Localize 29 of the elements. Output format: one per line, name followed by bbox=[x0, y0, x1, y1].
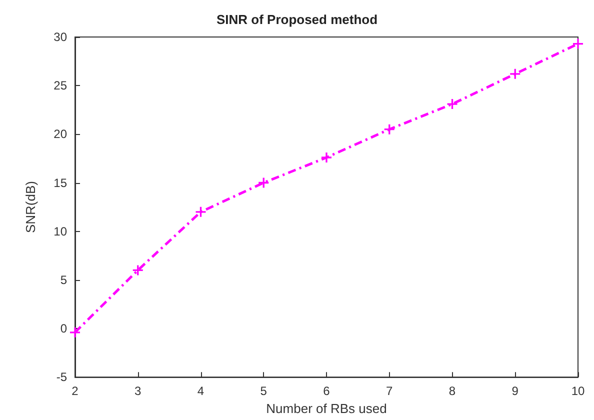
point bbox=[510, 68, 520, 79]
x-tick-label: 6 bbox=[323, 384, 330, 398]
x-tick-label: 8 bbox=[448, 384, 456, 398]
x-tick-label: 5 bbox=[260, 384, 268, 398]
y-tick-label: 0 bbox=[60, 322, 68, 336]
x-tick-label: 9 bbox=[512, 384, 519, 398]
x-tick-label: 2 bbox=[72, 384, 79, 398]
y-tick-label: 15 bbox=[54, 176, 68, 190]
point bbox=[132, 265, 143, 276]
point bbox=[70, 327, 80, 338]
y-axis-title: SNR(dB) bbox=[23, 181, 38, 234]
point bbox=[196, 206, 206, 217]
x-axis-title: Number of RBs used bbox=[266, 401, 387, 416]
x-tick-label: 7 bbox=[386, 384, 394, 398]
chart-title: SINR of Proposed method bbox=[216, 12, 378, 27]
point bbox=[447, 99, 458, 110]
point bbox=[384, 124, 394, 134]
y-tick-label: 5 bbox=[60, 272, 68, 287]
y-tick-label: 25 bbox=[54, 78, 68, 93]
point bbox=[573, 38, 583, 49]
point bbox=[258, 178, 269, 188]
y-tick-label: 10 bbox=[54, 224, 68, 238]
x-tick-label: 10 bbox=[571, 384, 585, 398]
point bbox=[322, 152, 332, 162]
y-tick-label: -5 bbox=[56, 370, 68, 384]
x-tick-label: 3 bbox=[134, 384, 142, 398]
x-tick-label: 4 bbox=[197, 384, 204, 398]
y-tick-label: 20 bbox=[54, 127, 68, 142]
y-tick-label: 30 bbox=[54, 30, 68, 44]
